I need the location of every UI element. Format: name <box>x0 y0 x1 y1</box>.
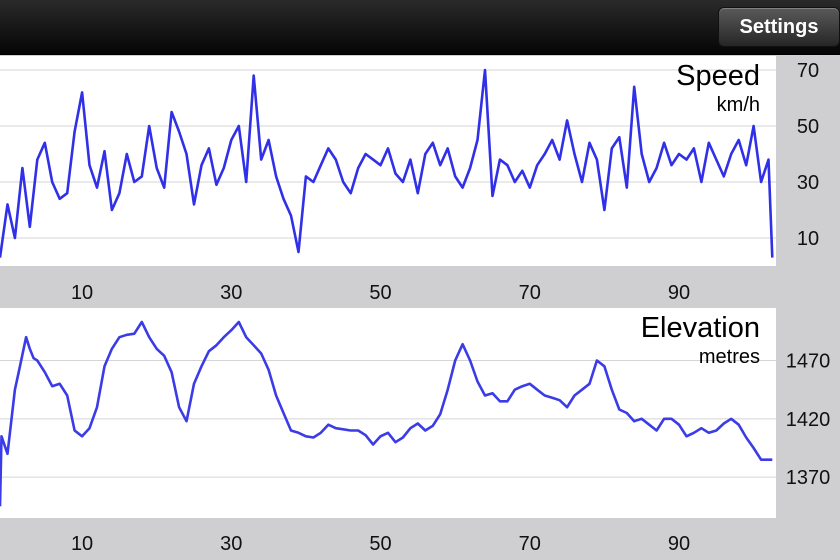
elevation-chart-title: Elevation <box>641 312 760 344</box>
settings-button[interactable]: Settings <box>718 7 840 47</box>
speed-series-line <box>0 68 774 258</box>
elevation-x-tick-label: 70 <box>519 533 541 555</box>
speed-x-tick-label: 50 <box>369 282 391 304</box>
elevation-x-tick-label: 30 <box>220 533 242 555</box>
speed-x-tick-label: 90 <box>668 282 690 304</box>
elevation-y-tick-label: 1470 <box>786 351 831 373</box>
elevation-chart-unit: metres <box>699 346 760 368</box>
speed-x-axis: 10 30 50 70 90 <box>71 282 690 304</box>
elevation-series-line <box>0 320 773 507</box>
speed-x-tick-label: 10 <box>71 282 93 304</box>
elevation-y-tick-label: 1370 <box>786 467 831 489</box>
speed-y-tick-label: 10 <box>797 228 819 250</box>
navigation-bar: Settings <box>0 0 840 55</box>
speed-chart: Speed km/h 10 30 50 70 10 30 50 70 90 <box>0 56 819 304</box>
elevation-x-tick-label: 50 <box>369 533 391 555</box>
elevation-plot-background <box>0 308 776 518</box>
speed-x-tick-label: 30 <box>220 282 242 304</box>
speed-chart-unit: km/h <box>717 94 760 116</box>
elevation-y-tick-label: 1420 <box>786 409 831 431</box>
speed-chart-title: Speed <box>676 60 760 92</box>
elevation-chart: Elevation metres 1370 1420 1470 10 30 50 70 90 <box>0 308 830 555</box>
elevation-x-tick-label: 10 <box>71 533 93 555</box>
elevation-y-axis: 1370 1420 1470 <box>786 351 831 490</box>
elevation-gridlines <box>0 360 776 478</box>
speed-y-tick-label: 30 <box>797 172 819 194</box>
speed-gridlines <box>0 69 776 239</box>
speed-y-tick-label: 70 <box>797 60 819 82</box>
speed-y-axis: 10 30 50 70 <box>797 60 819 250</box>
speed-x-tick-label: 70 <box>519 282 541 304</box>
speed-y-tick-label: 50 <box>797 116 819 138</box>
elevation-x-tick-label: 90 <box>668 533 690 555</box>
elevation-x-axis: 10 30 50 70 90 <box>71 533 690 555</box>
